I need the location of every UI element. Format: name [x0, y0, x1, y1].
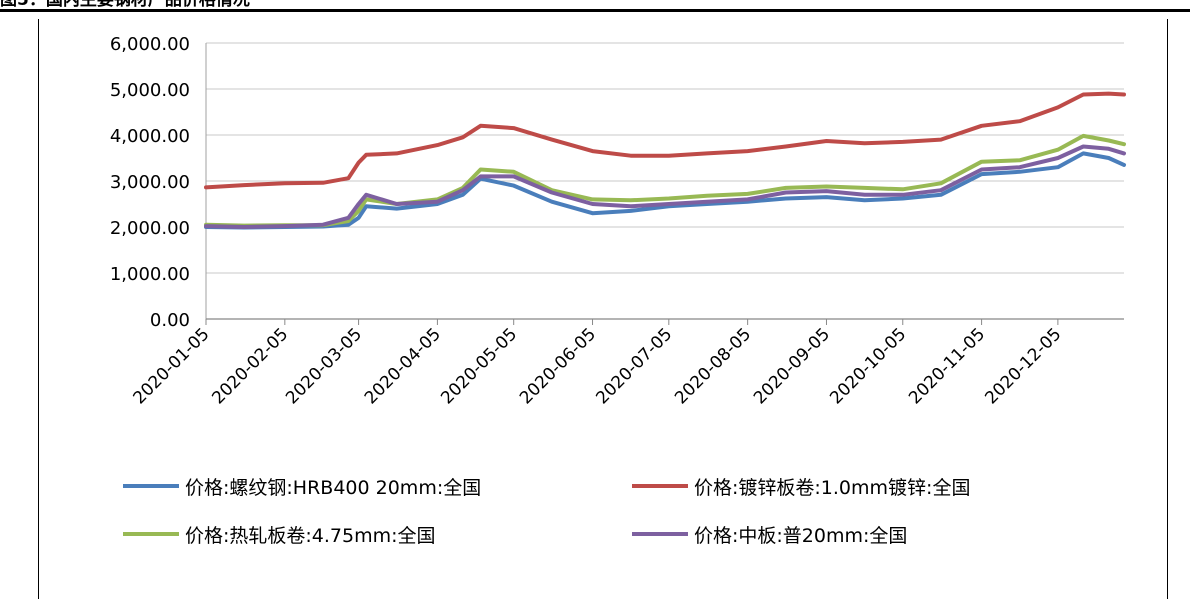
figure-caption: 图5：国内主要钢材产品价格情况	[0, 0, 250, 10]
y-tick-label: 2,000.00	[110, 218, 190, 239]
x-tick-label: 2020-02-05	[208, 324, 292, 408]
x-tick-label: 2020-03-05	[282, 324, 366, 408]
x-tick-label: 2020-12-05	[981, 324, 1065, 408]
x-tick-label: 2020-06-05	[516, 324, 600, 408]
x-tick-label: 2020-04-05	[361, 324, 445, 408]
x-tick-label: 2020-08-05	[671, 324, 755, 408]
x-tick-label: 2020-01-05	[130, 324, 214, 408]
legend-label: 价格:热轧板卷:4.75mm:全国	[185, 524, 436, 547]
y-tick-label: 4,000.00	[110, 126, 190, 147]
legend-swatch	[632, 484, 688, 488]
y-tick-label: 5,000.00	[110, 80, 190, 101]
legend-label: 价格:镀锌板卷:1.0mm镀锌:全国	[694, 476, 971, 499]
legend-item: 价格:中板:普20mm:全国	[632, 521, 907, 547]
line-chart: 0.00 1,000.00 2,000.00 3,000.00 4,000.00 5,00…	[110, 34, 1126, 408]
legend-swatch	[123, 484, 179, 488]
legend-item: 价格:镀锌板卷:1.0mm镀锌:全国	[632, 473, 970, 499]
legend-item: 价格:螺纹钢:HRB400 20mm:全国	[123, 473, 481, 499]
legend-swatch	[123, 532, 179, 536]
legend-swatch	[632, 532, 688, 536]
x-tick-label: 2020-05-05	[437, 324, 521, 408]
legend-label: 价格:中板:普20mm:全国	[694, 524, 908, 547]
y-tick-label: 6,000.00	[110, 34, 190, 55]
y-tick-label: 3,000.00	[110, 172, 190, 193]
series-line-2	[204, 91, 1126, 190]
x-tick-label: 2020-09-05	[750, 324, 834, 408]
series-line-4	[204, 144, 1126, 229]
legend-item: 价格:热轧板卷:4.75mm:全国	[123, 521, 436, 547]
caption-rule	[0, 9, 1190, 12]
y-tick-label: 0.00	[150, 310, 190, 331]
y-tick-label: 1,000.00	[110, 264, 190, 285]
series-line-3	[204, 133, 1126, 228]
legend-label: 价格:螺纹钢:HRB400 20mm:全国	[185, 476, 482, 499]
x-tick-label: 2020-10-05	[826, 324, 910, 408]
series-line-1	[204, 151, 1126, 230]
x-tick-label: 2020-11-05	[905, 324, 989, 408]
chart-frame	[38, 19, 1168, 599]
x-tick-label: 2020-07-05	[592, 324, 676, 408]
